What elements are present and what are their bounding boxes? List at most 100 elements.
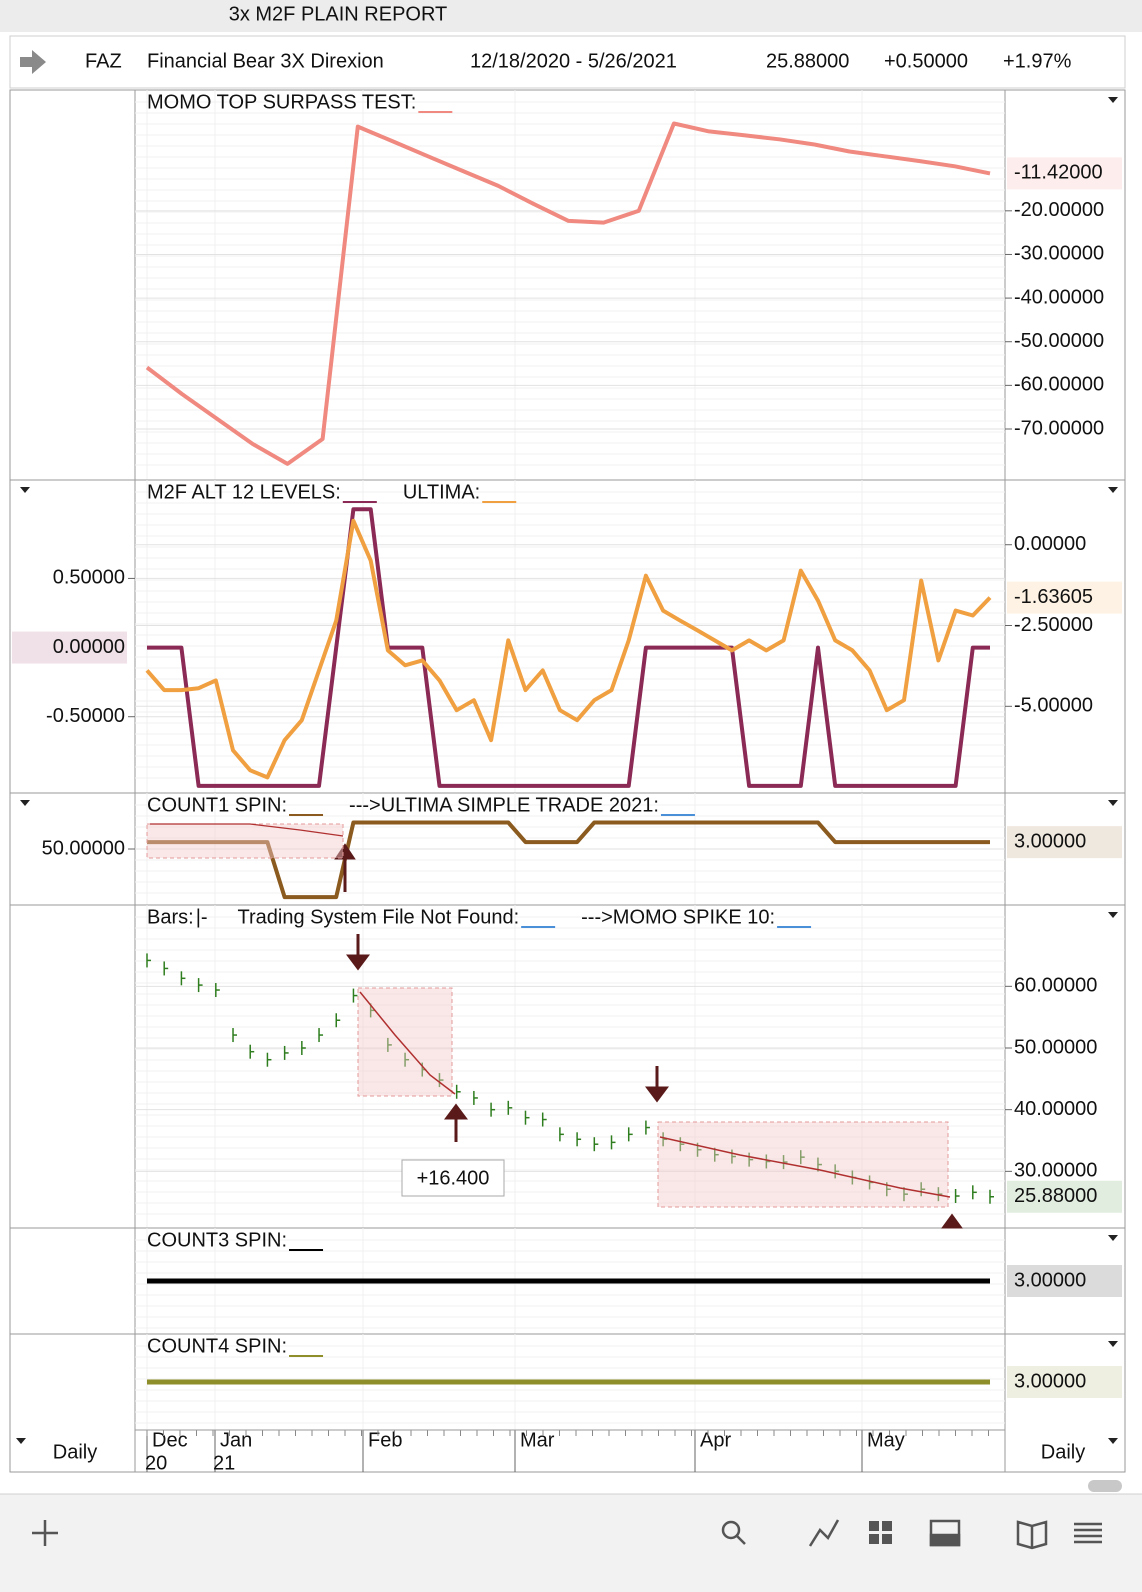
price-bar [507, 1100, 513, 1115]
y-tick-label: -20.00000 [1014, 199, 1104, 221]
legend-label: ULTIMA: [403, 481, 480, 503]
price-bar [301, 1040, 306, 1055]
price-bar [954, 1189, 960, 1204]
panel-menu-arrow[interactable] [20, 487, 30, 493]
last-price: 25.88000 [766, 50, 849, 72]
legend-label: --->MOMO SPIKE 10: [581, 906, 775, 928]
dropdown-arrow[interactable] [1108, 1438, 1118, 1444]
price-bar [610, 1135, 616, 1150]
y-tick-label: -40.00000 [1014, 286, 1104, 308]
price-bar [215, 983, 220, 998]
window-title: 3x M2F PLAIN REPORT [229, 3, 448, 25]
legend-label: COUNT3 SPIN: [147, 1229, 287, 1251]
price-bar [387, 1037, 392, 1052]
panel-button[interactable] [929, 1519, 961, 1547]
series-line [147, 820, 990, 900]
legend-label: MOMO TOP SURPASS TEST: [147, 91, 416, 113]
y-tick-label: -30.00000 [1014, 243, 1104, 265]
current-value-label: -1.63605 [1014, 586, 1093, 608]
x-tick-label: Dec [152, 1429, 188, 1451]
current-value-box [1007, 1180, 1122, 1213]
symbol: FAZ [85, 50, 122, 72]
scrollbar[interactable] [1088, 1480, 1122, 1492]
search-button[interactable] [721, 1520, 746, 1545]
current-value-label: 3.00000 [1014, 1269, 1086, 1291]
add-button[interactable] [32, 1520, 58, 1546]
price-bar [834, 1164, 840, 1179]
panels: -20.00000 -30.00000 -40.00000 -50.00000 -60.… [10, 89, 1125, 1474]
legend-label: Bars: [147, 906, 194, 928]
layout-button[interactable] [869, 1521, 892, 1544]
panel-menu-arrow[interactable] [1108, 912, 1118, 918]
price-bar [903, 1187, 908, 1202]
current-value-label: 0.00000 [53, 636, 125, 658]
price-bar [180, 971, 186, 986]
dropdown-arrow[interactable] [16, 1438, 26, 1444]
panel-menu-arrow[interactable] [1108, 800, 1118, 806]
price-bar [662, 1132, 668, 1147]
book-button[interactable] [1016, 1520, 1048, 1550]
x-year-label: 20 [145, 1452, 167, 1474]
y-tick-label: -60.00000 [1014, 374, 1104, 396]
series-line [145, 121, 991, 466]
price-bar [438, 1073, 444, 1088]
period-left[interactable]: Daily [53, 1441, 97, 1463]
price-bar [318, 1028, 324, 1043]
price-bar [404, 1052, 410, 1067]
y-tick-label: 0.00000 [1014, 533, 1086, 555]
panel-menu-arrow[interactable] [1108, 1341, 1118, 1347]
x-tick-label: Jan [220, 1429, 252, 1451]
instrument-name: Financial Bear 3X Direxion [147, 50, 384, 72]
price-bar [455, 1084, 461, 1099]
period-right[interactable]: Daily [1041, 1441, 1085, 1463]
current-value-box [1007, 157, 1122, 190]
price-bar [989, 1189, 994, 1204]
panel-menu-arrow[interactable] [20, 800, 30, 806]
chart-type-button[interactable] [808, 1519, 840, 1547]
price-bar [627, 1127, 633, 1142]
panel-menu-arrow[interactable] [1108, 487, 1118, 493]
price-change-pct: +1.97% [1003, 50, 1072, 72]
count1-line [150, 823, 344, 837]
legend-symbol: |- [196, 906, 208, 928]
y-tick-label: 30.00000 [1014, 1160, 1097, 1182]
price-bar [352, 988, 358, 1003]
legend-label: Trading System File Not Found: [238, 906, 520, 928]
profit-box [401, 1159, 505, 1197]
current-value-box [1007, 581, 1122, 614]
menu-button[interactable] [1074, 1522, 1102, 1544]
y-tick-label: 50.00000 [1014, 1036, 1097, 1058]
price-bar [249, 1044, 255, 1059]
price-bar [146, 953, 151, 968]
panel-menu-arrow[interactable] [1108, 1235, 1118, 1241]
trade-line [359, 991, 456, 1095]
x-tick-label: Mar [520, 1429, 555, 1451]
y-tick-label: 60.00000 [1014, 975, 1097, 997]
legend-label: M2F ALT 12 LEVELS: [147, 481, 341, 503]
legend-label: --->ULTIMA SIMPLE TRADE 2021: [349, 794, 659, 816]
price-bar [920, 1182, 926, 1197]
current-value-label: 25.88000 [1014, 1185, 1097, 1207]
price-bar [576, 1132, 582, 1147]
profit-label: +16.400 [417, 1167, 490, 1189]
price-bar [163, 961, 169, 976]
trade-highlights: +16.400 [146, 823, 963, 1229]
current-value-label: 3.00000 [1014, 830, 1086, 852]
current-value-label: 3.00000 [1014, 1370, 1086, 1392]
current-value-box [1007, 1366, 1122, 1398]
price-bar [335, 1013, 341, 1028]
panel-menu-arrow[interactable] [1108, 97, 1118, 103]
price-bar [800, 1150, 805, 1165]
buy-arrow-head [941, 1213, 963, 1229]
current-value-box [1007, 826, 1122, 859]
price-bar [197, 978, 203, 993]
count1-box [146, 823, 344, 859]
nav-arrow[interactable] [20, 50, 46, 74]
price-bar [490, 1102, 496, 1117]
price-bar [232, 1028, 238, 1043]
price-bar [782, 1155, 788, 1170]
price-bar [645, 1120, 650, 1135]
y-tick-label: -70.00000 [1014, 417, 1104, 439]
y-tick-label: -0.50000 [46, 705, 125, 727]
y-tick-label: -2.50000 [1014, 614, 1093, 636]
